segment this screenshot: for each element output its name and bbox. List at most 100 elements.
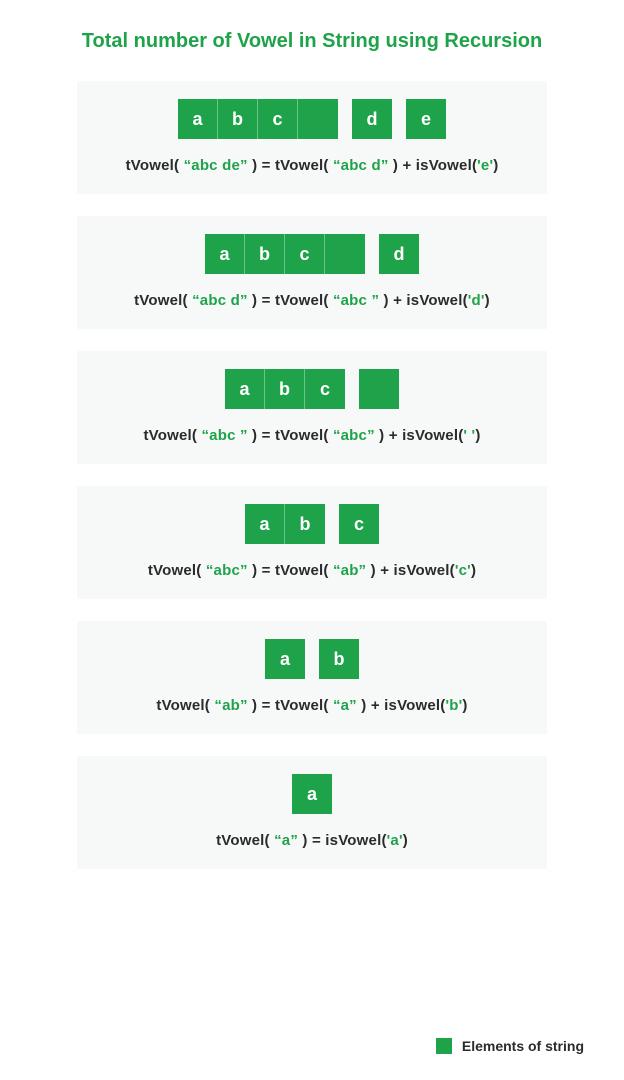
formula-string: “a” xyxy=(333,697,357,714)
step-card: abctVowel( “abc ” ) = tVowel( “abc” ) + … xyxy=(77,351,547,464)
step-card: abc tVowel( “abc” ) = tVowel( “ab” ) + is… xyxy=(77,486,547,599)
formula-string: 'd' xyxy=(468,292,485,309)
formula-string: 'c' xyxy=(455,562,471,579)
cells-row: abcde xyxy=(89,99,535,139)
formula: tVowel( “abc de” ) = tVowel( “abc d” ) +… xyxy=(89,157,535,174)
string-cell: a xyxy=(245,504,285,544)
cell-group: d xyxy=(379,234,419,274)
string-cell xyxy=(298,99,338,139)
formula-string: “ab” xyxy=(333,562,366,579)
formula-string: “abc” xyxy=(333,427,375,444)
formula-string: “abc d” xyxy=(333,157,389,174)
formula-fn: ) xyxy=(403,832,408,849)
cell-gap xyxy=(345,369,359,409)
formula-fn: ) xyxy=(475,427,480,444)
formula-fn: ) + xyxy=(366,562,393,579)
formula-fn: ) = tVowel( xyxy=(248,292,333,309)
cell-group: e xyxy=(406,99,446,139)
string-cell: a xyxy=(178,99,218,139)
formula-fn: ) + xyxy=(379,292,406,309)
formula-fn: tVowel( xyxy=(134,292,192,309)
formula-fn: ) xyxy=(493,157,498,174)
cells-row: abc xyxy=(89,504,535,544)
legend-swatch xyxy=(436,1038,452,1054)
formula-fn: ) + xyxy=(389,157,416,174)
formula-fn: ) = tVowel( xyxy=(248,427,333,444)
formula-fn: ) xyxy=(462,697,467,714)
cell-group: d xyxy=(352,99,392,139)
formula-fn: tVowel( xyxy=(148,562,206,579)
string-cell: d xyxy=(352,99,392,139)
formula-string: “abc ” xyxy=(201,427,247,444)
cell-gap xyxy=(305,639,319,679)
string-cell xyxy=(359,369,399,409)
formula-fn: ) + xyxy=(357,697,384,714)
formula-string: “abc de” xyxy=(184,157,248,174)
formula-fn: isVowel( xyxy=(325,832,386,849)
formula-string: 'b' xyxy=(446,697,463,714)
formula-string: “a” xyxy=(274,832,298,849)
string-cell: b xyxy=(319,639,359,679)
formula-fn: tVowel( xyxy=(143,427,201,444)
string-cell: d xyxy=(379,234,419,274)
cells-row: ab xyxy=(89,639,535,679)
formula-string: 'a' xyxy=(387,832,403,849)
formula-string: “abc” xyxy=(206,562,248,579)
string-cell: c xyxy=(305,369,345,409)
cell-group: a xyxy=(292,774,332,814)
formula: tVowel( “abc” ) = tVowel( “ab” ) + isVow… xyxy=(89,562,535,579)
cells-row: abcd xyxy=(89,234,535,274)
cell-gap xyxy=(392,99,406,139)
string-cell: e xyxy=(406,99,446,139)
formula-fn: isVowel( xyxy=(416,157,477,174)
formula-fn: ) + xyxy=(375,427,402,444)
cell-group: ab xyxy=(245,504,325,544)
formula: tVowel( “abc d” ) = tVowel( “abc ” ) + i… xyxy=(89,292,535,309)
steps-container: abcdetVowel( “abc de” ) = tVowel( “abc d… xyxy=(40,81,584,869)
legend: Elements of string xyxy=(436,1038,584,1054)
string-cell: a xyxy=(265,639,305,679)
formula-string: “abc d” xyxy=(192,292,248,309)
step-card: abcd tVowel( “abc d” ) = tVowel( “abc ” )… xyxy=(77,216,547,329)
formula-fn: isVowel( xyxy=(394,562,455,579)
formula-fn: tVowel( xyxy=(126,157,184,174)
formula-fn: tVowel( xyxy=(156,697,214,714)
formula-fn: ) = tVowel( xyxy=(248,157,333,174)
cells-row: a xyxy=(89,774,535,814)
string-cell: b xyxy=(285,504,325,544)
formula-fn: ) xyxy=(471,562,476,579)
cell-group: a xyxy=(265,639,305,679)
formula-fn: isVowel( xyxy=(406,292,467,309)
step-card: abcdetVowel( “abc de” ) = tVowel( “abc d… xyxy=(77,81,547,194)
formula-fn: tVowel( xyxy=(216,832,274,849)
step-card: a tVowel( “a” ) = isVowel('a') xyxy=(77,756,547,869)
step-card: ab tVowel( “ab” ) = tVowel( “a” ) + isVow… xyxy=(77,621,547,734)
formula-fn: ) = tVowel( xyxy=(248,697,333,714)
string-cell: c xyxy=(258,99,298,139)
page-title: Total number of Vowel in String using Re… xyxy=(40,30,584,53)
string-cell: c xyxy=(285,234,325,274)
formula-string: “ab” xyxy=(214,697,247,714)
cell-group: c xyxy=(339,504,379,544)
formula-fn: ) = xyxy=(298,832,325,849)
formula: tVowel( “a” ) = isVowel('a') xyxy=(89,832,535,849)
string-cell: b xyxy=(245,234,285,274)
string-cell xyxy=(325,234,365,274)
cell-gap xyxy=(365,234,379,274)
formula: tVowel( “ab” ) = tVowel( “a” ) + isVowel… xyxy=(89,697,535,714)
string-cell: c xyxy=(339,504,379,544)
formula-string: 'e' xyxy=(477,157,493,174)
cell-gap xyxy=(338,99,352,139)
cell-group: abc xyxy=(225,369,345,409)
formula-fn: isVowel( xyxy=(384,697,445,714)
string-cell: b xyxy=(218,99,258,139)
cells-row: abc xyxy=(89,369,535,409)
string-cell: a xyxy=(225,369,265,409)
cell-group xyxy=(359,369,399,409)
formula-string: ' ' xyxy=(463,427,475,444)
cell-group: b xyxy=(319,639,359,679)
cell-group: abc xyxy=(205,234,365,274)
formula-fn: isVowel( xyxy=(402,427,463,444)
cell-group: abc xyxy=(178,99,338,139)
formula-fn: ) = tVowel( xyxy=(248,562,333,579)
